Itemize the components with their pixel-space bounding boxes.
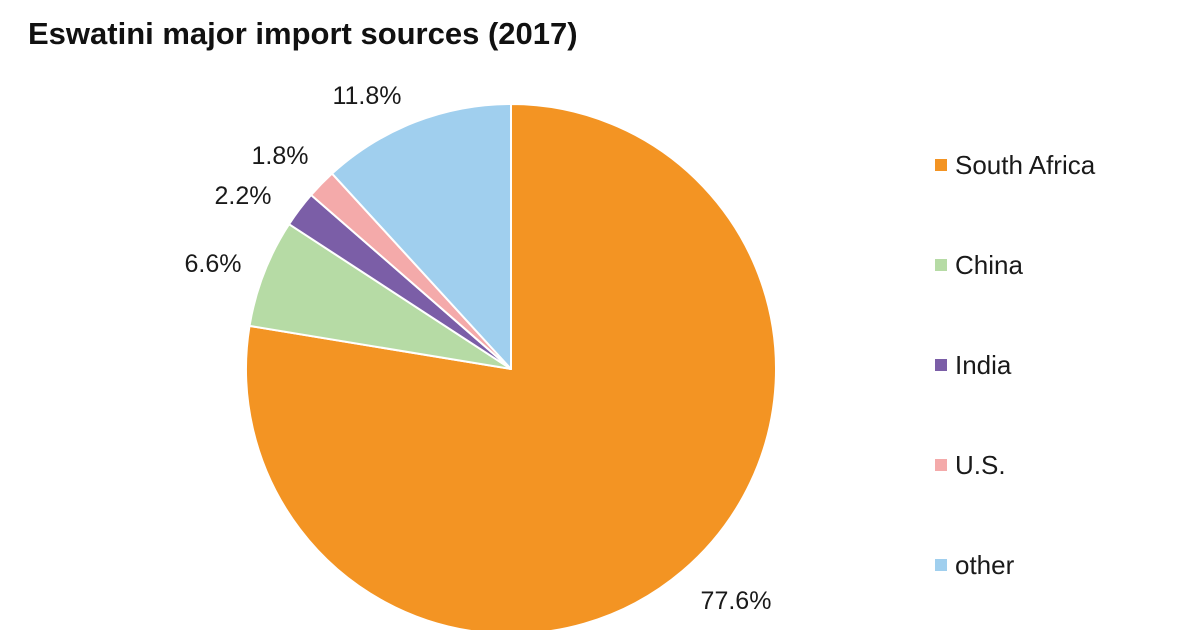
- legend-item: U.S.: [935, 440, 1095, 490]
- legend-item: South Africa: [935, 140, 1095, 190]
- data-label-china: 6.6%: [185, 250, 242, 278]
- pie-slice-other: [331, 103, 512, 370]
- data-label-india: 2.2%: [215, 182, 272, 210]
- pie-slices: [245, 103, 777, 630]
- legend-item: China: [935, 240, 1095, 290]
- pie-labels: 77.6% 6.6% 2.2% 1.8% 11.8%: [185, 82, 772, 615]
- pie-slice-china: [248, 223, 512, 370]
- chart-title: Eswatini major import sources (2017): [28, 16, 578, 51]
- legend-label: other: [955, 549, 1015, 580]
- legend-item: other: [935, 540, 1095, 590]
- legend-swatch: [935, 459, 947, 471]
- legend-swatch: [935, 559, 947, 571]
- data-label-u-s: 1.8%: [252, 142, 309, 170]
- data-label-south-africa: 77.6%: [701, 587, 772, 615]
- data-label-other: 11.8%: [332, 82, 401, 110]
- legend-label: U.S.: [955, 449, 1006, 480]
- legend-label: China: [955, 249, 1023, 280]
- legend: South Africa China India U.S. other: [935, 140, 1095, 630]
- legend-swatch: [935, 259, 947, 271]
- legend-item: India: [935, 340, 1095, 390]
- legend-label: South Africa: [955, 149, 1096, 180]
- legend-label: India: [955, 349, 1012, 380]
- legend-swatch: [935, 359, 947, 371]
- legend-swatch: [935, 159, 947, 171]
